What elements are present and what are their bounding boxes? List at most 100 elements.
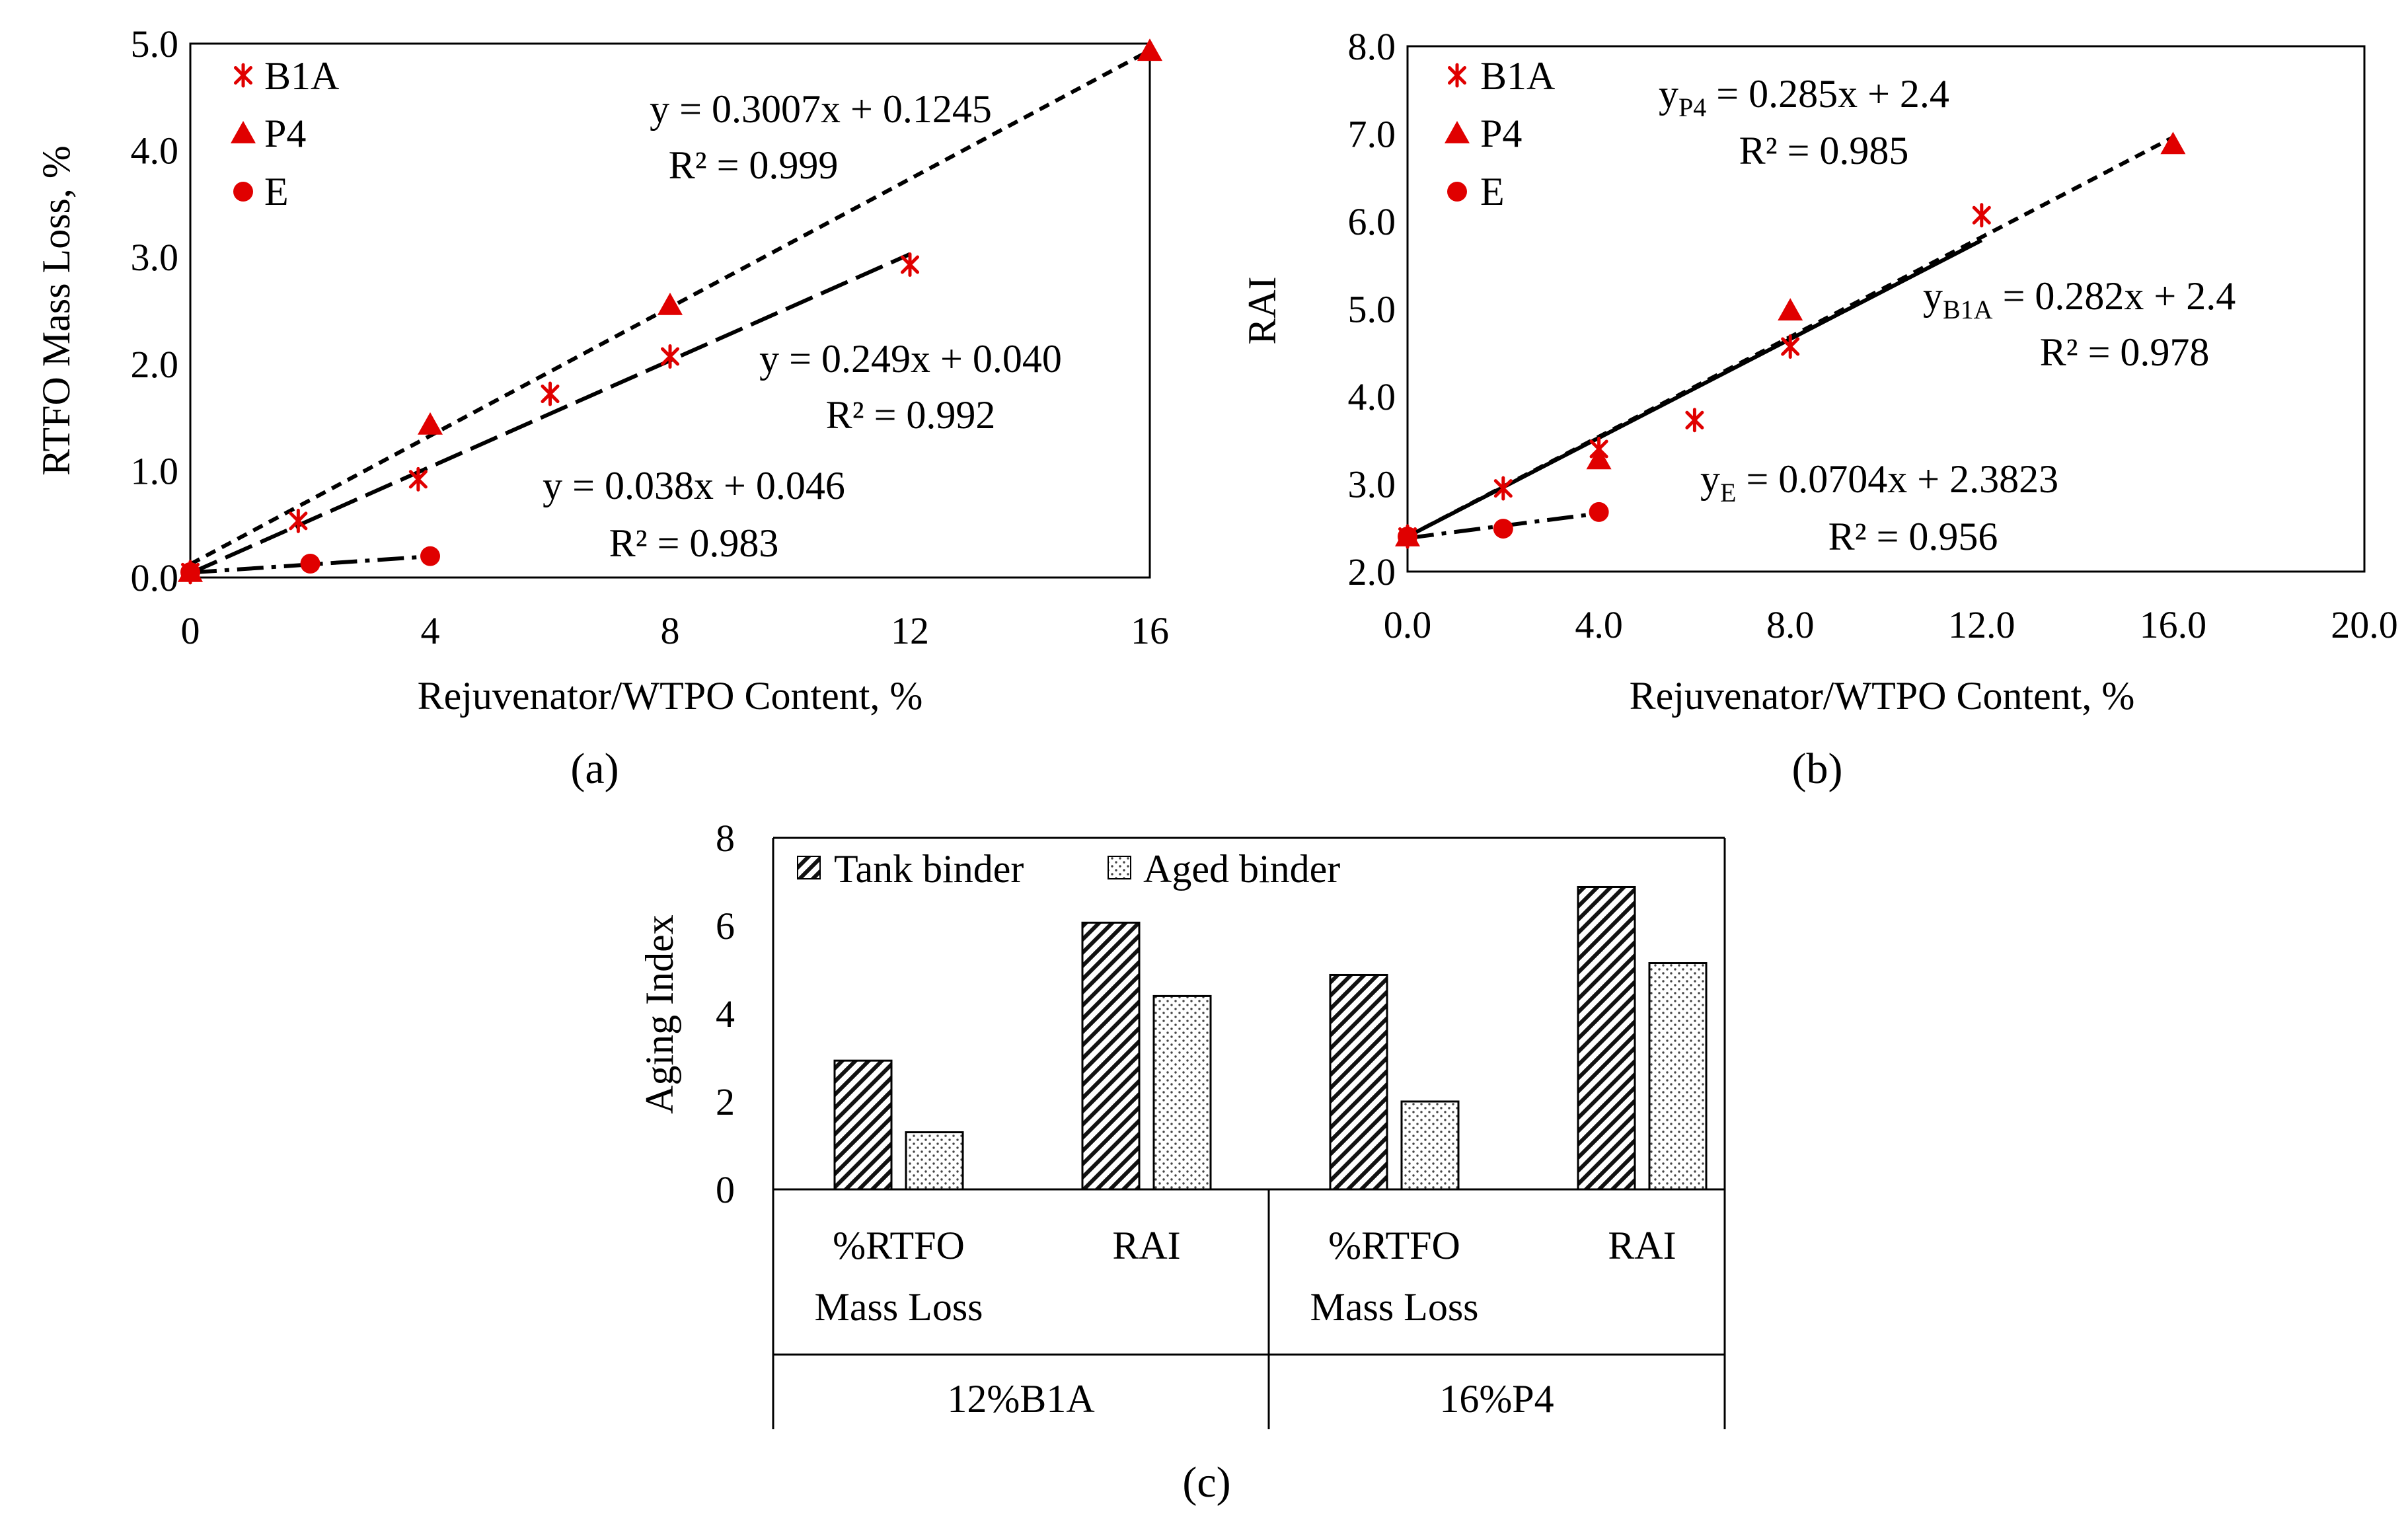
legend-label-e: E <box>1480 170 1505 213</box>
legend-label-tank-binder: Tank binder <box>834 847 1024 891</box>
legend-marker-e <box>1447 182 1467 202</box>
panel-b-equation-b1a: yB1A = 0.282x + 2.4 <box>1923 274 2236 324</box>
point-b1a <box>1493 476 1513 501</box>
x-tick-label: 0 <box>181 609 200 652</box>
panel-a-legend: B1A P4 E <box>231 54 339 213</box>
point-p4 <box>1778 298 1803 320</box>
trendline-b1a <box>189 252 911 576</box>
point-e <box>420 546 440 566</box>
y-tick-label: 3.0 <box>1348 463 1396 506</box>
y-tick-label: 4.0 <box>1348 375 1396 418</box>
panel-c-bars <box>833 885 1708 1191</box>
panel-b-points <box>1395 131 2186 549</box>
panel-b-r2-e: R² = 0.956 <box>1828 515 1998 558</box>
bar-aged-binder-1 <box>905 1131 964 1191</box>
x-tick-label: 12.0 <box>1948 603 2015 646</box>
x-tick-label: 8.0 <box>1766 603 1815 646</box>
y-tick-label: 0.0 <box>131 556 179 599</box>
legend-symbol-b1a <box>233 63 253 88</box>
bar-aged-binder-3 <box>1400 1100 1460 1191</box>
panel-c-chart: 0 2 4 6 8 Aging Index %RTFO Mass Loss RAI %R… <box>638 817 1726 1507</box>
point-b1a <box>408 467 428 492</box>
panel-c-label: (c) <box>1182 1458 1230 1507</box>
panel-a-x-axis-title: Rejuvenator/WTPO Content, % <box>418 674 923 718</box>
legend-label-aged-binder: Aged binder <box>1143 847 1340 891</box>
legend-label-p4: P4 <box>1480 112 1522 155</box>
panel-a-plot-frame <box>189 42 1151 579</box>
category-label-1-line1: %RTFO <box>833 1224 965 1267</box>
panel-c-group-label-12b1a: 12%B1A <box>947 1377 1094 1421</box>
panel-b-chart: 2.0 3.0 4.0 5.0 6.0 7.0 8.0 0.0 4.0 8.0 12.0 16.0 2… <box>1240 25 2398 793</box>
panel-b-x-tick-labels: 0.0 4.0 8.0 12.0 16.0 20.0 <box>1384 603 2398 646</box>
legend-label-e: E <box>264 170 289 213</box>
category-label-4-line1: RAI <box>1608 1224 1676 1267</box>
panel-b-label: (b) <box>1792 745 1843 793</box>
panel-a-equation-e: y = 0.038x + 0.046 <box>543 464 845 507</box>
x-tick-label: 16 <box>1131 609 1169 652</box>
point-e <box>180 562 200 582</box>
point-p4 <box>658 292 683 315</box>
x-tick-label: 12 <box>891 609 929 652</box>
panel-b-y-tick-labels: 2.0 3.0 4.0 5.0 6.0 7.0 8.0 <box>1348 25 1396 593</box>
legend-marker-e <box>233 182 253 202</box>
legend-marker-b1a <box>233 63 253 88</box>
x-tick-label: 16.0 <box>2140 603 2207 646</box>
y-tick-label: 2.0 <box>131 343 179 386</box>
panel-b-legend: B1A P4 E <box>1445 54 1555 213</box>
legend-label-b1a: B1A <box>1480 54 1555 98</box>
panel-a-equation-b1a: y = 0.249x + 0.040 <box>759 337 1062 381</box>
point-p4 <box>1586 447 1612 470</box>
panel-b-r2-b1a: R² = 0.978 <box>2040 330 2210 374</box>
legend-marker-p4 <box>231 121 256 143</box>
legend-label-b1a: B1A <box>264 54 339 98</box>
category-label-3-line1: %RTFO <box>1328 1224 1460 1267</box>
y-tick-label: 2 <box>716 1080 735 1123</box>
x-tick-label: 4.0 <box>1575 603 1623 646</box>
point-b1a <box>1685 408 1704 433</box>
legend-symbol-b1a <box>1447 63 1467 88</box>
y-tick-label: 8 <box>716 817 735 860</box>
y-tick-label: 4 <box>716 992 735 1035</box>
y-tick-label: 6.0 <box>1348 200 1396 243</box>
panel-a-y-axis-title: RTFO Mass Loss, % <box>34 145 78 476</box>
legend-label-p4: P4 <box>264 112 306 155</box>
y-tick-label: 6 <box>716 905 735 948</box>
point-b1a <box>900 252 920 278</box>
panel-a-y-tick-labels: 0.0 1.0 2.0 3.0 4.0 5.0 <box>131 22 179 599</box>
panel-a-r2-p4: R² = 0.999 <box>669 143 839 187</box>
panel-a-x-tick-labels: 0 4 8 12 16 <box>181 609 1170 652</box>
panel-c-legend: Tank binder Aged binder <box>797 847 1340 891</box>
point-e <box>1398 527 1417 546</box>
point-p4 <box>1137 38 1162 61</box>
panel-a-label: (a) <box>570 745 619 793</box>
panel-b-plot-frame <box>1406 45 2366 573</box>
bar-tank-binder-2 <box>1081 921 1141 1191</box>
y-tick-label: 7.0 <box>1348 113 1396 156</box>
point-e <box>1589 502 1609 522</box>
x-tick-label: 20.0 <box>2331 603 2398 646</box>
category-label-2-line1: RAI <box>1112 1224 1180 1267</box>
panel-a-r2-b1a: R² = 0.992 <box>826 393 996 437</box>
legend-symbol-p4 <box>231 121 256 143</box>
legend-marker-p4 <box>1445 121 1470 143</box>
legend-swatch-tank-binder <box>797 856 821 879</box>
legend-symbol-p4 <box>1445 121 1470 143</box>
category-label-3-line2: Mass Loss <box>1310 1285 1478 1329</box>
bar-aged-binder-2 <box>1152 994 1212 1191</box>
y-tick-label: 3.0 <box>131 236 179 279</box>
panel-b-equation-p4: yP4 = 0.285x + 2.4 <box>1659 72 1949 122</box>
point-b1a <box>1781 334 1800 359</box>
point-b1a <box>1972 203 1991 228</box>
y-tick-label: 5.0 <box>131 22 179 65</box>
category-label-1-line2: Mass Loss <box>814 1285 983 1329</box>
legend-marker-b1a <box>1447 63 1467 88</box>
panel-b-x-axis-title: Rejuvenator/WTPO Content, % <box>1630 674 2135 718</box>
x-tick-label: 8 <box>661 609 680 652</box>
panel-b-r2-p4: R² = 0.985 <box>1739 129 1909 172</box>
y-tick-label: 8.0 <box>1348 25 1396 68</box>
point-b1a <box>289 508 308 533</box>
y-tick-label: 5.0 <box>1348 288 1396 331</box>
y-tick-label: 4.0 <box>131 130 179 172</box>
point-p4 <box>2160 131 2186 155</box>
